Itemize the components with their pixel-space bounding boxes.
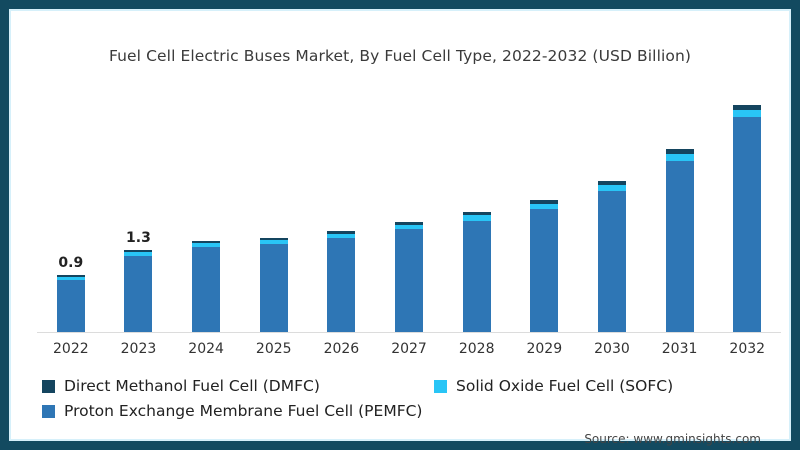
segment-pemfc-2029 [530,208,559,332]
x-tick-2027: 2027 [391,341,427,357]
stacked-bar-2028 [462,212,491,332]
stacked-bar-2032 [733,105,762,332]
segment-sofc-2027 [395,224,424,230]
segment-pemfc-2027 [395,229,424,332]
bar-group-2023: 1.3 [105,89,173,332]
legend-item-dmfc: Direct Methanol Fuel Cell (DMFC) [42,377,434,395]
segment-dmfc-2023 [124,250,153,253]
stacked-bar-2027 [395,221,424,332]
segment-pemfc-2022 [56,280,85,332]
segment-sofc-2031 [665,154,694,161]
segment-pemfc-2026 [327,238,356,332]
x-tick-2025: 2025 [255,341,292,357]
segment-dmfc-2030 [597,180,626,186]
bar-group-2022: 0.9 [37,89,105,332]
x-tick-2028: 2028 [458,341,495,357]
segment-sofc-2028 [462,215,491,221]
segment-pemfc-2032 [733,117,762,332]
stacked-bar-2026 [327,231,356,332]
segment-dmfc-2027 [395,221,424,225]
bar-group-2025 [240,89,308,332]
bar-group-2026 [308,89,376,332]
segment-sofc-2030 [597,185,626,191]
stacked-bar-2022 [56,275,85,332]
legend-label-dmfc: Direct Methanol Fuel Cell (DMFC) [64,377,320,395]
x-tick-2030: 2030 [594,341,630,357]
stacked-bar-2029 [530,199,559,332]
stacked-bar-2025 [259,237,288,332]
legend-item-pemfc: Proton Exchange Membrane Fuel Cell (PEMF… [42,402,422,420]
legend-label-sofc: Solid Oxide Fuel Cell (SOFC) [456,377,674,395]
stacked-bar-2023 [124,250,153,332]
bar-value-label-2023: 1.3 [126,230,151,247]
legend-label-pemfc: Proton Exchange Membrane Fuel Cell (PEMF… [64,402,423,420]
bar-value-label-2022: 0.9 [58,255,84,272]
legend-row-1: Direct Methanol Fuel Cell (DMFC) Solid O… [42,377,782,395]
segment-pemfc-2024 [192,246,221,332]
legend-item-sofc: Solid Oxide Fuel Cell (SOFC) [434,377,673,395]
segment-dmfc-2031 [665,149,694,155]
stacked-bar-2024 [192,240,221,332]
x-tick-2029: 2029 [526,341,563,357]
plot-area: 0.9 1.3 [37,89,781,333]
x-tick-2024: 2024 [188,341,224,357]
x-tick-2022: 2022 [53,341,89,357]
bar-group-2032 [713,89,781,332]
chart-title: Fuel Cell Electric Buses Market, By Fuel… [108,47,692,65]
bar-group-2028 [443,89,511,332]
segment-dmfc-2024 [192,240,221,244]
segment-dmfc-2022 [56,275,85,278]
segment-pemfc-2028 [462,220,491,332]
bar-group-2027 [375,89,443,332]
stacked-bar-2031 [665,149,694,332]
segment-sofc-2026 [327,233,356,239]
segment-dmfc-2029 [530,199,559,204]
segment-sofc-2022 [56,277,85,281]
stacked-bar-2030 [597,180,626,332]
segment-sofc-2023 [124,252,153,256]
x-axis: 2022 2023 2024 2025 2026 2027 2028 2029 2030 2031… [37,341,781,357]
dmfc-swatch-icon [42,379,55,393]
segment-dmfc-2026 [327,231,356,234]
pemfc-swatch-icon [42,404,55,418]
sofc-swatch-icon [434,379,447,393]
segment-dmfc-2028 [462,212,491,216]
segment-pemfc-2023 [124,255,153,332]
bar-group-2024 [172,89,240,332]
x-tick-2023: 2023 [120,341,157,357]
legend-row-2: Proton Exchange Membrane Fuel Cell (PEMF… [42,402,782,420]
segment-dmfc-2032 [733,105,762,110]
segment-sofc-2029 [530,203,559,209]
x-tick-2031: 2031 [661,341,698,357]
segment-sofc-2025 [259,240,288,244]
segment-sofc-2024 [192,243,221,247]
bar-group-2031 [646,89,714,332]
bar-group-2029 [510,89,578,332]
segment-pemfc-2025 [259,243,288,332]
bar-group-2030 [578,89,646,332]
x-tick-2026: 2026 [323,341,360,357]
segment-pemfc-2031 [665,160,694,332]
segment-sofc-2032 [733,109,762,118]
x-tick-2032: 2032 [729,341,766,357]
segment-dmfc-2025 [259,237,288,241]
source-attribution: Source: www.gminsights.com [584,432,761,446]
segment-pemfc-2030 [597,190,626,332]
legend: Direct Methanol Fuel Cell (DMFC) Solid O… [42,377,782,427]
